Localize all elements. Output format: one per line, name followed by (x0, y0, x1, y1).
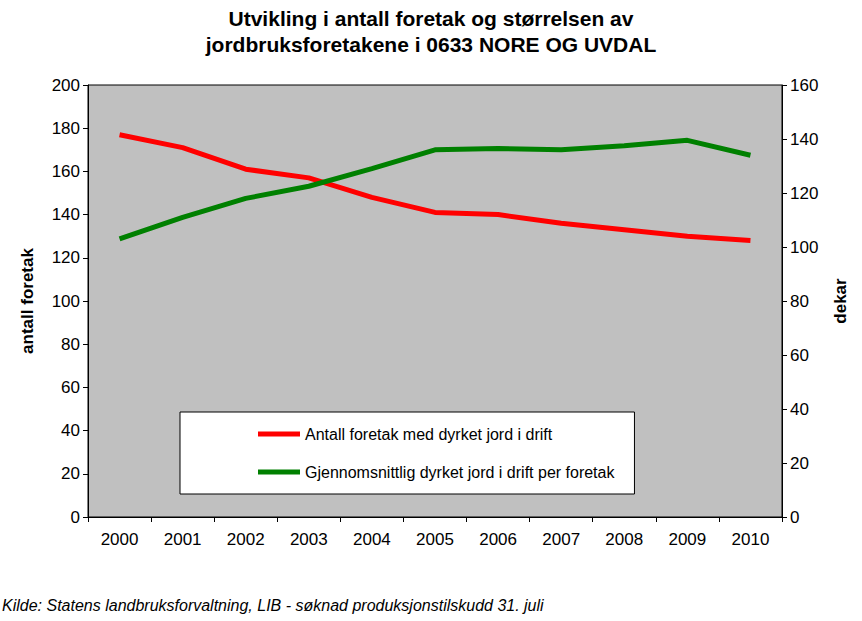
svg-text:2005: 2005 (416, 530, 454, 549)
svg-text:2003: 2003 (290, 530, 328, 549)
svg-text:Utvikling i antall foretak og: Utvikling i antall foretak og størrelsen… (229, 7, 634, 30)
svg-text:2001: 2001 (164, 530, 202, 549)
svg-text:140: 140 (790, 130, 818, 149)
svg-text:140: 140 (52, 205, 80, 224)
svg-text:120: 120 (790, 184, 818, 203)
svg-text:160: 160 (52, 162, 80, 181)
svg-text:dekar: dekar (831, 278, 850, 324)
svg-text:100: 100 (52, 292, 80, 311)
svg-text:antall foretak: antall foretak (18, 248, 37, 354)
svg-text:jordbruksforetakene i 0633 NOR: jordbruksforetakene i 0633 NORE OG UVDAL (205, 33, 657, 56)
svg-text:200: 200 (52, 76, 80, 95)
svg-text:Gjennomsnittlig dyrket jord i: Gjennomsnittlig dyrket jord i drift per … (305, 464, 615, 481)
svg-text:20: 20 (61, 464, 80, 483)
svg-text:180: 180 (52, 119, 80, 138)
svg-text:2009: 2009 (668, 530, 706, 549)
svg-text:20: 20 (790, 454, 809, 473)
svg-text:0: 0 (790, 508, 799, 527)
svg-text:2010: 2010 (732, 530, 770, 549)
svg-text:Kilde: Statens landbruksforval: Kilde: Statens landbruksforvaltning, LIB… (2, 597, 544, 614)
svg-text:80: 80 (61, 335, 80, 354)
svg-text:60: 60 (61, 378, 80, 397)
svg-text:2004: 2004 (353, 530, 391, 549)
svg-text:2007: 2007 (542, 530, 580, 549)
svg-text:40: 40 (790, 400, 809, 419)
svg-text:80: 80 (790, 292, 809, 311)
svg-text:120: 120 (52, 248, 80, 267)
svg-text:2006: 2006 (479, 530, 517, 549)
svg-text:2002: 2002 (227, 530, 265, 549)
svg-text:Antall foretak med dyrket jord: Antall foretak med dyrket jord i drift (305, 426, 553, 443)
svg-text:0: 0 (71, 508, 80, 527)
svg-text:40: 40 (61, 421, 80, 440)
svg-text:2000: 2000 (101, 530, 139, 549)
svg-text:2008: 2008 (605, 530, 643, 549)
svg-text:100: 100 (790, 238, 818, 257)
svg-text:60: 60 (790, 346, 809, 365)
svg-text:160: 160 (790, 76, 818, 95)
